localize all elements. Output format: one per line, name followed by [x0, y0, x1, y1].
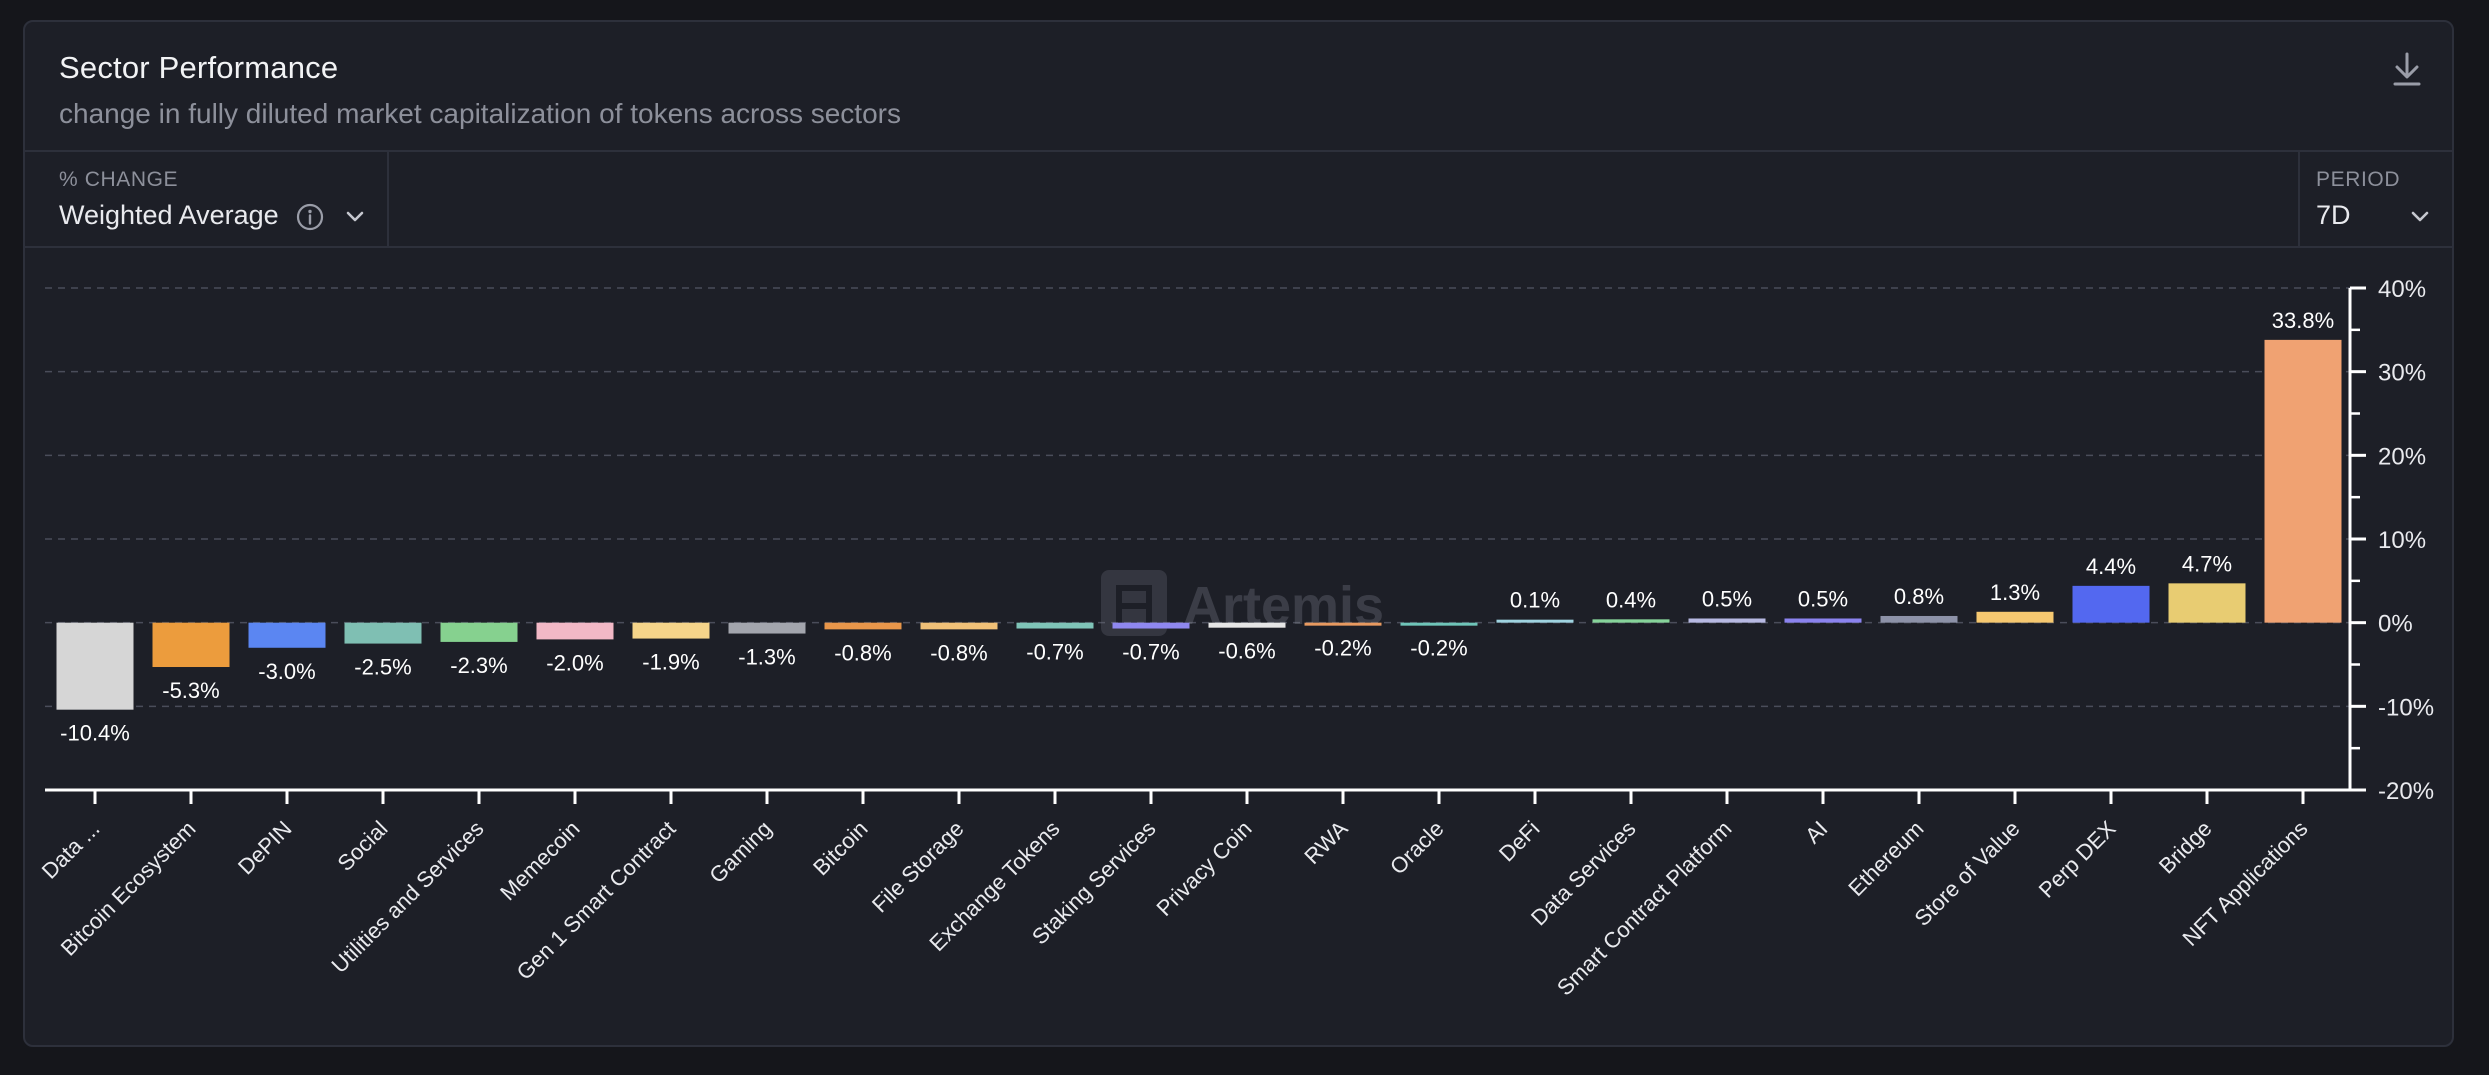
bar[interactable]: [1688, 618, 1766, 623]
x-tick-label: Oracle: [1385, 816, 1448, 879]
x-tick-label: Memecoin: [495, 816, 584, 905]
x-tick-label: Gaming: [704, 816, 776, 888]
bar[interactable]: [344, 622, 422, 644]
chart-subtitle: change in fully diluted market capitaliz…: [59, 98, 901, 129]
period-value: 7D: [2316, 200, 2351, 230]
x-tick-label: File Storage: [867, 816, 969, 918]
metric-select[interactable]: % CHANGE Weighted Average: [25, 152, 389, 248]
bar-chart: Artemis 40%30%20%10%0%-10%-20% -10.4%-5.…: [37, 276, 2434, 1001]
bar-value-label: 0.5%: [1702, 586, 1752, 611]
bar[interactable]: [1496, 619, 1574, 623]
y-tick-label: 0%: [2378, 611, 2413, 638]
bar-value-label: -0.2%: [1314, 635, 1371, 660]
bar-value-label: -0.6%: [1218, 639, 1275, 664]
bar[interactable]: [440, 622, 518, 642]
bar[interactable]: [632, 622, 710, 639]
bar-value-label: 0.1%: [1510, 588, 1560, 613]
bar[interactable]: [536, 622, 614, 640]
bar-value-label: -1.3%: [738, 645, 795, 670]
period-select[interactable]: PERIOD 7D: [2298, 152, 2452, 248]
y-tick-label: -20%: [2378, 778, 2434, 805]
bar-value-label: 0.8%: [1894, 584, 1944, 609]
bar[interactable]: [824, 622, 902, 630]
bar-value-label: -0.7%: [1122, 640, 1179, 665]
metric-value: Weighted Average: [59, 200, 279, 230]
chevron-down-icon[interactable]: [2408, 206, 2432, 228]
bar-value-label: -0.7%: [1026, 640, 1083, 665]
bar[interactable]: [1304, 622, 1382, 626]
x-tick-label: DeFi: [1494, 816, 1545, 867]
bar-value-label: 4.7%: [2182, 551, 2232, 576]
bar-value-label: 0.5%: [1798, 586, 1848, 611]
x-tick-label: Privacy Coin: [1152, 816, 1257, 921]
bar[interactable]: [1592, 619, 1670, 623]
bar[interactable]: [1112, 622, 1190, 629]
bar-value-label: -10.4%: [60, 721, 130, 746]
x-tick-label: Ethereum: [1843, 816, 1928, 901]
bar-value-label: -0.8%: [834, 640, 891, 665]
x-tick-label: Bridge: [2154, 816, 2217, 879]
bar[interactable]: [248, 622, 326, 648]
y-tick-label: -10%: [2378, 694, 2434, 721]
bar[interactable]: [1976, 611, 2054, 623]
bar-value-label: -5.3%: [162, 678, 219, 703]
period-label: PERIOD: [2316, 168, 2401, 191]
bar[interactable]: [1208, 622, 1286, 628]
bar-value-label: 0.4%: [1606, 587, 1656, 612]
x-tick-label: AI: [1800, 816, 1832, 848]
axes: 40% 30% 20% 10% 0% -10% -20%: [45, 276, 2434, 805]
bar[interactable]: [1400, 622, 1478, 626]
chevron-down-icon[interactable]: [343, 206, 367, 228]
x-tick-label: Smart Contract Platform: [1552, 816, 1737, 1001]
value-labels: -10.4% -5.3% -3.0% -2.5% -2.3% -2.0% -1.9% -1.3…: [60, 308, 2334, 746]
y-tick-label: 20%: [2378, 443, 2426, 470]
x-tick-label: Social: [332, 816, 392, 876]
y-tick-label: 40%: [2378, 276, 2426, 303]
bar-value-label: 33.8%: [2272, 308, 2334, 333]
bar[interactable]: [1016, 622, 1094, 629]
bar[interactable]: [1784, 618, 1862, 623]
y-tick-label: 10%: [2378, 527, 2426, 554]
chart-card: Sector Performance change in fully dilut…: [23, 20, 2454, 1047]
chart-title: Sector Performance: [59, 50, 339, 85]
bar[interactable]: [2264, 339, 2342, 623]
x-tick-label: Bitcoin: [808, 816, 872, 880]
bar-value-label: -1.9%: [642, 650, 699, 675]
x-tick-label: Perp DEX: [2034, 816, 2121, 903]
bar-value-label: -2.3%: [450, 653, 507, 678]
x-tick-label: Gen 1 Smart Contract: [512, 816, 681, 985]
bar[interactable]: [56, 622, 134, 710]
bar-value-label: -0.8%: [930, 640, 987, 665]
bar[interactable]: [728, 622, 806, 634]
bar-value-label: -2.5%: [354, 655, 411, 680]
x-tick-label: DePIN: [233, 816, 296, 879]
bar[interactable]: [2168, 583, 2246, 623]
bar-value-label: 4.4%: [2086, 554, 2136, 579]
x-tick-labels: Data ...Bitcoin Ecosystem DePIN SocialUtil…: [37, 816, 2313, 1001]
bar[interactable]: [152, 622, 230, 668]
x-tick-label: Data ...: [37, 816, 105, 884]
info-icon[interactable]: [295, 202, 325, 232]
bars: [56, 339, 2342, 710]
bar[interactable]: [2072, 585, 2150, 623]
bar-value-label: -0.2%: [1410, 635, 1467, 660]
metric-label: % CHANGE: [59, 168, 179, 191]
chart-controls: % CHANGE Weighted Average PERIOD 7D: [25, 150, 2452, 248]
bar-value-label: -2.0%: [546, 650, 603, 675]
download-icon[interactable]: [2385, 48, 2429, 92]
bar[interactable]: [920, 622, 998, 630]
bar-value-label: 1.3%: [1990, 580, 2040, 605]
y-tick-label: 30%: [2378, 360, 2426, 387]
bar-value-label: -3.0%: [258, 659, 315, 684]
bar[interactable]: [1880, 615, 1958, 623]
x-tick-label: RWA: [1299, 816, 1352, 869]
